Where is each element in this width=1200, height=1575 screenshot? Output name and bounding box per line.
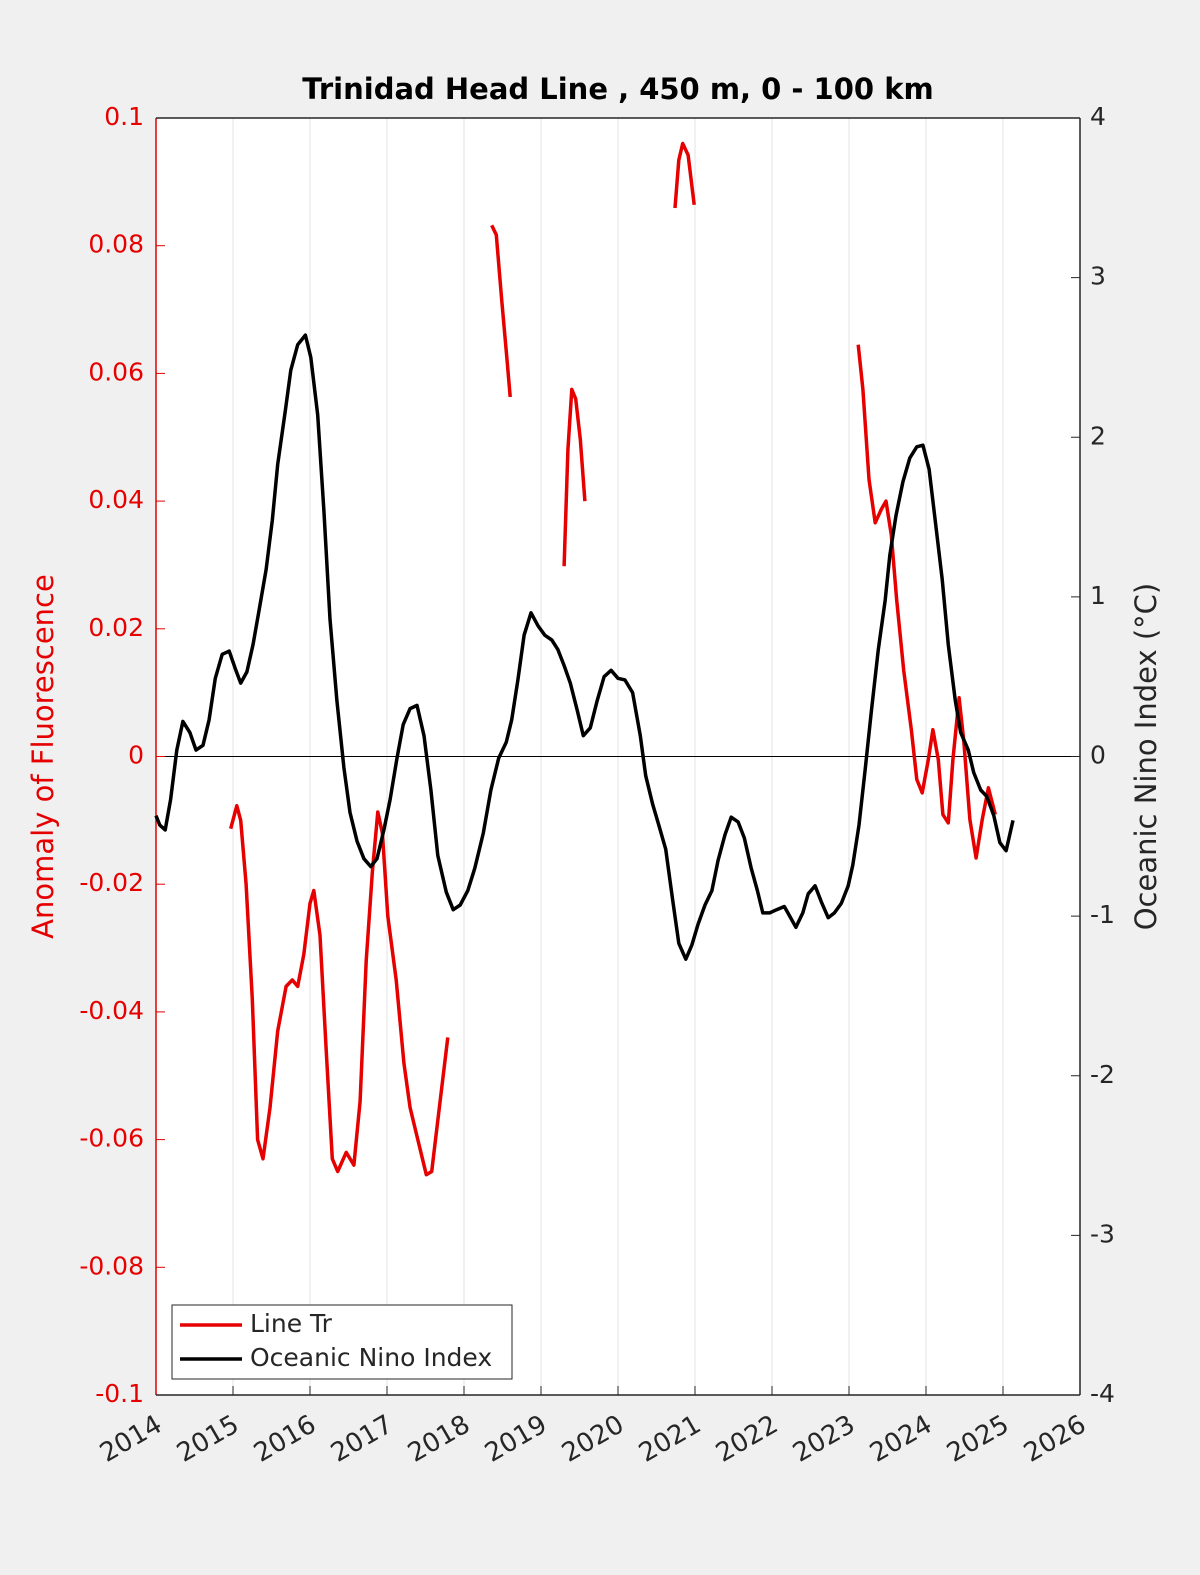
series-line [229,141,997,1177]
y2-tick-label: -1 [1090,900,1115,929]
x-tick-label: 2026 [1019,1410,1091,1469]
legend-label: Line Tr [250,1309,333,1338]
x-tick-label: 2014 [95,1410,167,1469]
y2-tick-label: -2 [1090,1060,1115,1089]
y-tick-label: 0.02 [88,613,144,642]
x-tick-label: 2024 [865,1410,937,1469]
y-tick-label: 0.08 [88,230,144,259]
series-line [154,333,1015,961]
y-tick-label: 0.06 [88,357,144,386]
y-tick-label: -0.02 [79,868,144,897]
legend-label: Oceanic Nino Index [250,1343,492,1372]
x-tick-label: 2018 [403,1410,475,1469]
x-tick-label: 2025 [942,1410,1014,1469]
y2-axis-label: Oceanic Nino Index (°C) [1129,583,1163,931]
x-tick-label: 2019 [480,1410,552,1469]
y2-tick-label: 4 [1090,102,1106,131]
x-tick-label: 2017 [326,1410,398,1469]
x-tick-label: 2023 [788,1410,860,1469]
y-axis-label: Anomaly of Fluorescence [26,574,60,939]
y2-tick-label: -3 [1090,1219,1115,1248]
y-tick-label: 0 [128,741,144,770]
y2-tick-label: 1 [1090,581,1106,610]
y-tick-label: -0.06 [79,1124,144,1153]
x-tick-label: 2016 [249,1410,321,1469]
chart-title: Trinidad Head Line , 450 m, 0 - 100 km [302,72,933,106]
legend-box [171,1304,513,1380]
y-tick-label: 0.04 [88,485,144,514]
y-tick-label: -0.08 [79,1251,144,1280]
y2-tick-label: 2 [1090,421,1106,450]
y2-tick-label: -4 [1090,1379,1115,1408]
y-tick-label: 0.1 [104,102,144,131]
y2-tick-label: 0 [1090,741,1106,770]
x-tick-label: 2015 [172,1410,244,1469]
y-tick-label: -0.1 [95,1379,144,1408]
y-tick-label: -0.04 [79,996,144,1025]
y2-tick-label: 3 [1090,262,1106,291]
x-tick-label: 2021 [634,1410,706,1469]
x-tick-label: 2020 [557,1410,629,1469]
x-tick-label: 2022 [711,1410,783,1469]
